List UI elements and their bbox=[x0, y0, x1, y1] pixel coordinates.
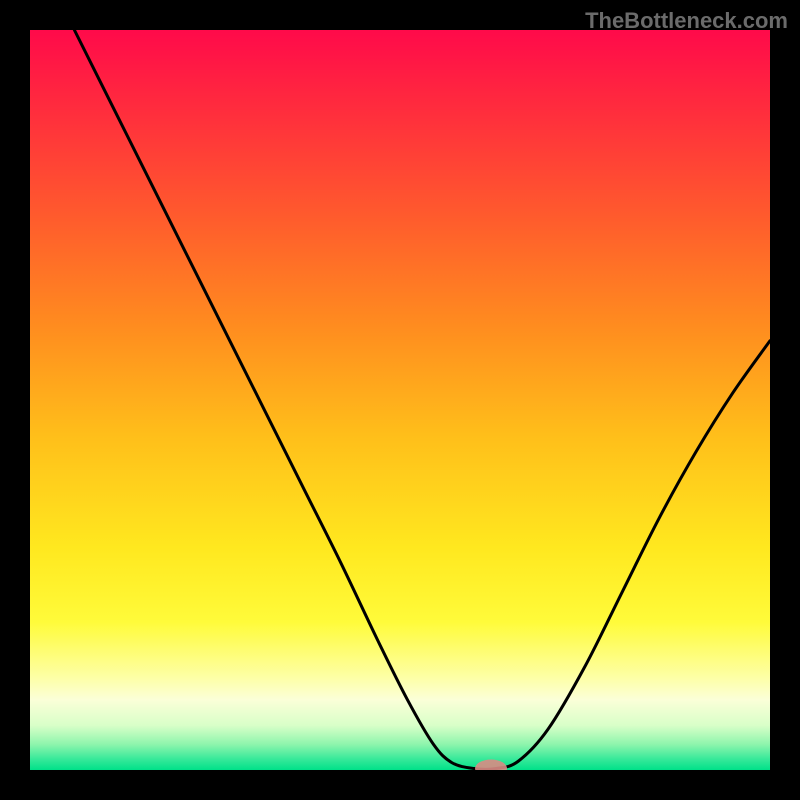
chart-container: TheBottleneck.com bbox=[0, 0, 800, 800]
bottleneck-chart bbox=[0, 0, 800, 800]
plot-area bbox=[30, 30, 770, 770]
frame-bottom bbox=[0, 770, 800, 800]
frame-left bbox=[0, 0, 30, 800]
source-watermark: TheBottleneck.com bbox=[585, 8, 788, 34]
frame-right bbox=[770, 0, 800, 800]
